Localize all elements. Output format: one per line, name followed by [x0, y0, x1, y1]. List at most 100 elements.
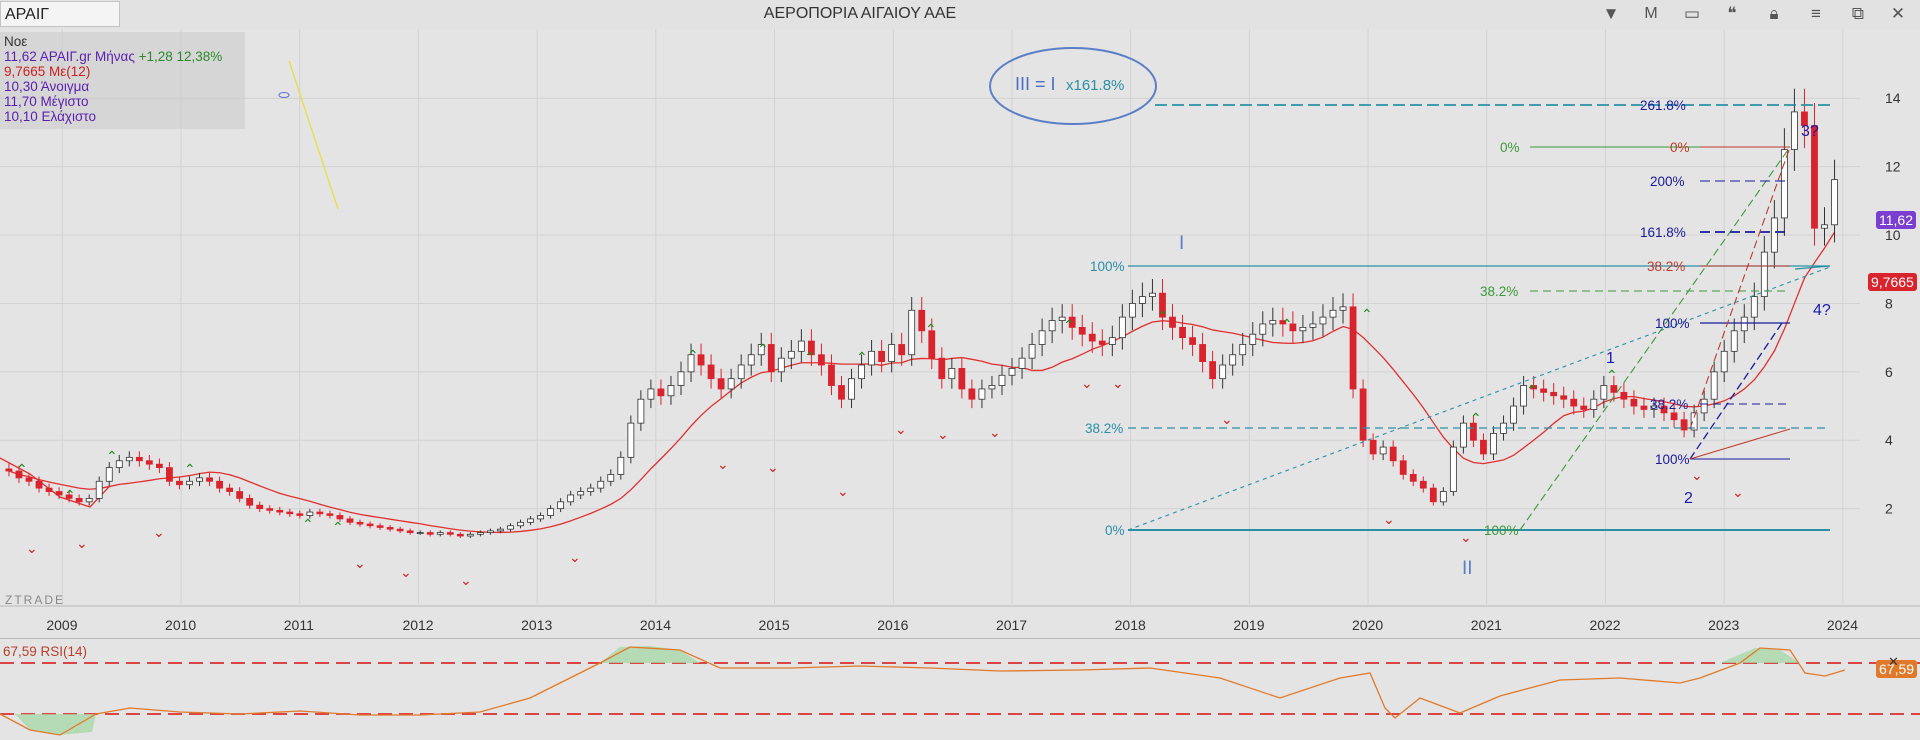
fib-label-g382: 38.2% [1480, 284, 1518, 299]
menu-icon[interactable]: ≡ [1811, 4, 1821, 23]
symbol-input[interactable]: ΑΡΑΙΓ [0, 1, 120, 27]
candle-body [115, 460, 123, 469]
candle-body [196, 477, 203, 482]
candle-body [848, 378, 855, 400]
candle-body [978, 388, 986, 400]
candle-body [15, 470, 23, 479]
down-arrow-icon: ⌄ [1460, 529, 1472, 545]
candle-body [527, 518, 534, 523]
candle-body [1329, 309, 1337, 318]
down-arrow-icon: ⌄ [1112, 375, 1124, 391]
down-arrow-icon: ⌄ [1081, 375, 1093, 391]
down-arrow-icon: ⌄ [569, 549, 581, 565]
y-tick-label: 2 [1885, 501, 1893, 517]
candle-body [105, 467, 113, 482]
fib-label-r0: 0% [1670, 140, 1690, 155]
close-icon[interactable]: ✕ [1890, 4, 1906, 23]
candle-body [948, 368, 956, 380]
candle-body [1369, 439, 1377, 455]
candle-body [1770, 217, 1778, 253]
x-tick-label: 2018 [1115, 617, 1146, 633]
candle-body [1359, 388, 1367, 441]
candle-body [55, 491, 63, 496]
candle-body [1490, 432, 1497, 455]
candle-body [25, 477, 33, 482]
up-arrow-icon: ⌃ [184, 461, 196, 477]
candle-body [246, 497, 254, 506]
candle-body [1730, 330, 1738, 352]
down-arrow-icon: ⌄ [937, 426, 949, 442]
fib-label-b100low: 100% [1655, 452, 1690, 467]
candle-body [1630, 398, 1638, 407]
legend-high: 11,70 Μέγιστο [4, 94, 89, 109]
candle-body [1299, 326, 1307, 332]
candle-body [487, 530, 494, 533]
candle-body [356, 521, 364, 525]
candle-body [85, 497, 93, 503]
lock-icon[interactable]: 🔒︎ [1769, 4, 1779, 23]
candle-body [1791, 111, 1798, 150]
candle-body [1128, 303, 1136, 318]
candle-body [1520, 385, 1527, 407]
candle-body [1801, 111, 1808, 126]
candle-body [1419, 480, 1427, 489]
chart-background [0, 29, 1920, 638]
candle-body [1760, 251, 1768, 297]
candle-body [1179, 326, 1186, 339]
candle-body [456, 533, 464, 537]
dropdown-arrow-icon[interactable]: ▼ [1602, 4, 1620, 23]
candle-body [75, 497, 83, 503]
candle-body [908, 309, 916, 356]
candle-body [547, 508, 554, 516]
candle-body [1570, 398, 1578, 407]
candle-body [1510, 405, 1517, 424]
candle-body [1068, 316, 1076, 328]
legend-low: 10,10 Ελάχιστο [4, 109, 96, 124]
restore-icon[interactable]: ⧉ [1851, 4, 1865, 23]
rsi-panel[interactable] [0, 638, 1920, 740]
candle-body [898, 344, 906, 356]
candle-body [1048, 320, 1056, 332]
candle-body [1028, 344, 1036, 359]
candle-body [1600, 385, 1608, 400]
candle-body [1560, 395, 1568, 400]
quote-icon[interactable]: ❝ [1727, 4, 1737, 23]
window-icon[interactable]: ▭ [1683, 4, 1701, 23]
candle-body [1339, 306, 1347, 311]
candle-body [1480, 439, 1487, 455]
candle-body [125, 456, 133, 462]
candle-body [155, 463, 163, 468]
candle-body [1279, 320, 1287, 325]
candle-body [406, 530, 414, 533]
candle-body [35, 480, 43, 489]
down-arrow-icon: ⌄ [837, 483, 849, 499]
candle-body [958, 368, 966, 390]
watermark: ZTRADE [5, 593, 65, 607]
x-axis: 2009 2010 2011 2012 2013 2014 2015 2016 2017 2018… [0, 605, 1920, 633]
close-rsi-icon[interactable]: ✕ [1888, 654, 1899, 669]
last-price-tag: 11,62 [1876, 211, 1916, 229]
x-tick-label: 2009 [46, 617, 77, 633]
candle-body [818, 354, 825, 366]
fib-label-t100: 100% [1090, 259, 1125, 274]
up-arrow-icon: ⌃ [106, 448, 118, 464]
price-chart[interactable]: 100%38.2%0%0%38.2%100%261.8%200%161.8%10… [0, 29, 1920, 638]
candle-body [797, 340, 805, 352]
x-tick-label: 2021 [1471, 617, 1502, 633]
candle-body [326, 513, 334, 516]
candle-body [276, 509, 284, 513]
down-arrow-icon: ⌄ [717, 456, 729, 472]
fib-label-b382: 38.2% [1650, 397, 1688, 412]
candle-body [416, 532, 424, 534]
candle-body [256, 504, 264, 510]
rsi-value-tag: 67,59 [1876, 660, 1918, 678]
candle-body [286, 511, 294, 515]
candle-body [757, 344, 765, 356]
candle-body [537, 515, 544, 520]
up-arrow-icon: ⌃ [856, 349, 868, 365]
period-button[interactable]: M [1644, 5, 1658, 22]
down-arrow-icon: ⌄ [26, 540, 38, 556]
candle-body [1710, 371, 1718, 400]
y-axis: 2 4 6 8 10 12 14 [1885, 90, 1901, 516]
y-tick-label: 10 [1885, 227, 1901, 243]
